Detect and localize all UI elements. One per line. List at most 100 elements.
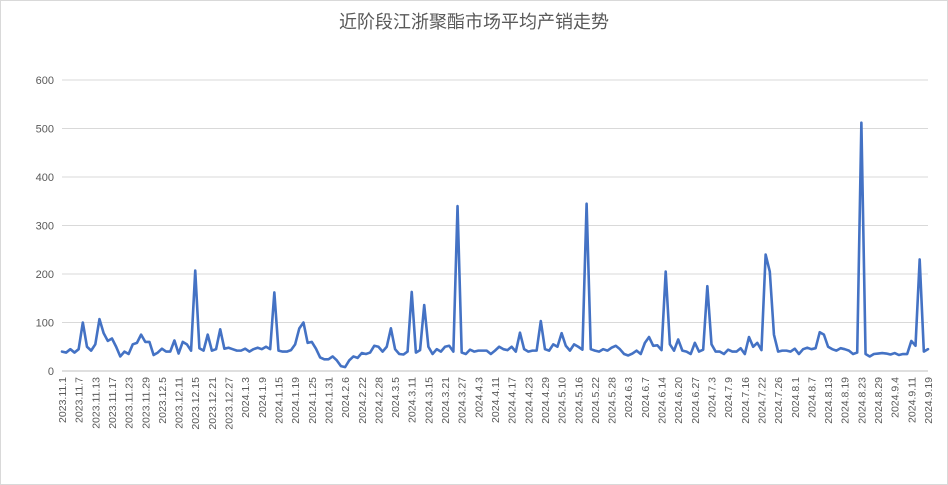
data-point bbox=[319, 356, 321, 358]
x-tick-label: 2024.6.7 bbox=[640, 377, 652, 418]
data-point bbox=[810, 348, 812, 350]
data-point bbox=[814, 347, 816, 349]
data-point bbox=[698, 350, 700, 352]
data-point bbox=[744, 353, 746, 355]
data-point bbox=[781, 349, 783, 351]
data-point bbox=[90, 349, 92, 351]
data-point bbox=[510, 346, 512, 348]
data-point bbox=[752, 346, 754, 348]
data-point bbox=[648, 336, 650, 338]
data-point bbox=[681, 349, 683, 351]
data-point bbox=[785, 349, 787, 351]
y-tick-label: 0 bbox=[48, 366, 54, 378]
data-point bbox=[144, 341, 146, 343]
data-point bbox=[585, 202, 587, 204]
data-point bbox=[177, 352, 179, 354]
data-point bbox=[660, 349, 662, 351]
data-point bbox=[885, 352, 887, 354]
data-point bbox=[769, 270, 771, 272]
data-point bbox=[327, 358, 329, 360]
data-point bbox=[902, 353, 904, 355]
data-point bbox=[581, 348, 583, 350]
data-point bbox=[893, 352, 895, 354]
data-point bbox=[465, 353, 467, 355]
data-point bbox=[436, 348, 438, 350]
data-point bbox=[456, 205, 458, 207]
data-point bbox=[98, 318, 100, 320]
data-point bbox=[273, 291, 275, 293]
x-tick-label: 2024.2.6 bbox=[340, 377, 352, 418]
data-point bbox=[102, 332, 104, 334]
x-tick-label: 2024.9.11 bbox=[906, 377, 918, 423]
data-point bbox=[656, 344, 658, 346]
data-point bbox=[386, 346, 388, 348]
data-point bbox=[823, 333, 825, 335]
x-tick-label: 2024.3.27 bbox=[457, 377, 469, 424]
data-point bbox=[202, 349, 204, 351]
data-point bbox=[69, 348, 71, 350]
data-point bbox=[232, 348, 234, 350]
x-tick-label: 2024.9.4 bbox=[890, 377, 902, 418]
data-point bbox=[440, 350, 442, 352]
data-point bbox=[773, 333, 775, 335]
data-point bbox=[415, 351, 417, 353]
x-tick-label: 2024.9.19 bbox=[923, 377, 935, 424]
data-point bbox=[315, 347, 317, 349]
data-point bbox=[631, 352, 633, 354]
x-tick-label: 2024.2.28 bbox=[373, 377, 385, 424]
data-point bbox=[286, 350, 288, 352]
data-point bbox=[73, 351, 75, 353]
data-point bbox=[369, 351, 371, 353]
data-point bbox=[802, 348, 804, 350]
data-point bbox=[294, 343, 296, 345]
series-line bbox=[60, 121, 930, 369]
data-point bbox=[77, 348, 79, 350]
data-point bbox=[452, 350, 454, 352]
data-point bbox=[148, 341, 150, 343]
data-point bbox=[806, 347, 808, 349]
data-point bbox=[702, 348, 704, 350]
data-point bbox=[265, 346, 267, 348]
data-point bbox=[485, 349, 487, 351]
y-tick-label: 100 bbox=[36, 318, 54, 330]
data-point bbox=[739, 347, 741, 349]
data-point bbox=[219, 328, 221, 330]
data-point bbox=[165, 350, 167, 352]
data-point bbox=[523, 348, 525, 350]
data-point bbox=[140, 333, 142, 335]
x-tick-label: 2024.3.15 bbox=[423, 377, 435, 424]
x-tick-label: 2023.12.21 bbox=[207, 377, 219, 430]
data-point bbox=[531, 349, 533, 351]
x-tick-label: 2023.11.1 bbox=[57, 377, 69, 423]
data-point bbox=[673, 349, 675, 351]
data-point bbox=[127, 353, 129, 355]
data-point bbox=[560, 332, 562, 334]
data-point bbox=[65, 351, 67, 353]
data-point bbox=[136, 342, 138, 344]
x-tick-label: 2024.8.13 bbox=[823, 377, 835, 424]
data-point bbox=[556, 346, 558, 348]
data-point bbox=[565, 345, 567, 347]
x-tick-label: 2024.6.3 bbox=[623, 377, 635, 418]
data-point bbox=[123, 350, 125, 352]
x-tick-label: 2024.4.11 bbox=[490, 377, 502, 423]
data-point bbox=[860, 121, 862, 123]
data-point bbox=[918, 258, 920, 260]
data-point bbox=[710, 343, 712, 345]
x-tick-label: 2024.7.22 bbox=[756, 377, 768, 424]
data-point bbox=[256, 347, 258, 349]
data-point bbox=[914, 345, 916, 347]
data-point bbox=[311, 341, 313, 343]
data-point bbox=[685, 350, 687, 352]
data-point bbox=[302, 321, 304, 323]
data-point bbox=[519, 331, 521, 333]
data-point bbox=[635, 349, 637, 351]
data-point bbox=[377, 346, 379, 348]
x-tick-label: 2024.4.29 bbox=[540, 377, 552, 424]
data-point bbox=[82, 321, 84, 323]
data-point bbox=[844, 348, 846, 350]
data-point bbox=[827, 346, 829, 348]
x-tick-label: 2024.5.10 bbox=[557, 377, 569, 424]
data-point bbox=[281, 350, 283, 352]
data-point bbox=[390, 327, 392, 329]
